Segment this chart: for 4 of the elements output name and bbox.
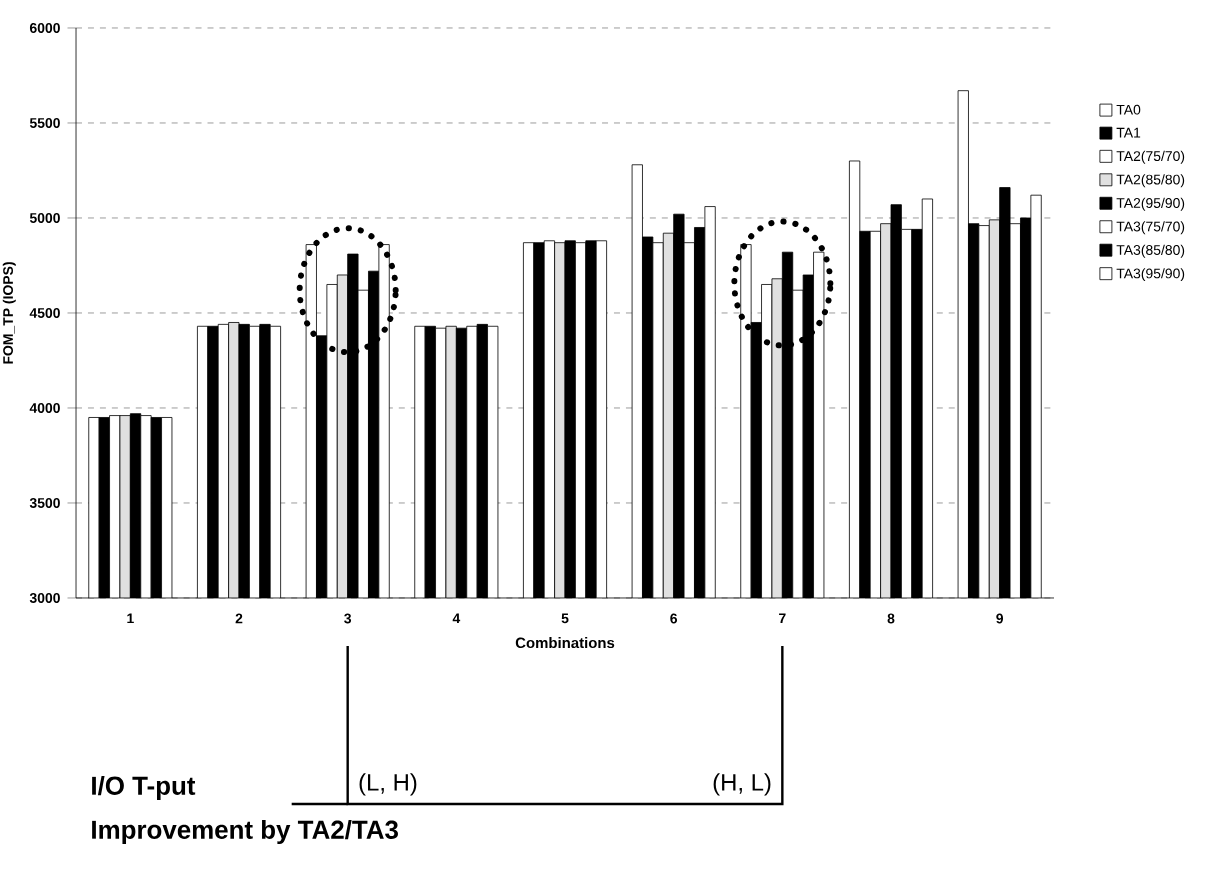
text: (L, H) (359, 773, 417, 796)
text: I/O T-put (92, 775, 196, 801)
text: (H, L) (713, 773, 771, 796)
text: Improvement by TA2/TA3 (92, 819, 398, 845)
